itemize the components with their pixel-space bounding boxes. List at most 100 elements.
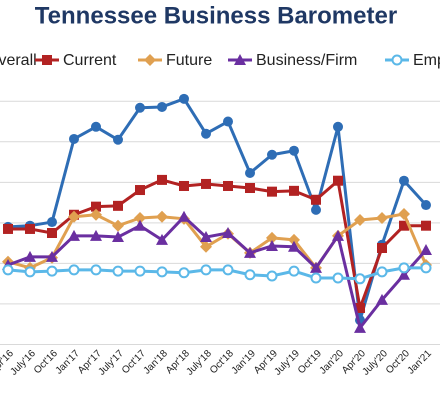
legend-label: Employment: [413, 52, 440, 69]
marker: [200, 231, 212, 243]
marker: [399, 220, 409, 231]
marker: [289, 185, 299, 196]
marker: [134, 212, 146, 225]
marker: [376, 293, 388, 305]
legend-label: Business/Firm: [256, 52, 357, 69]
marker: [332, 229, 344, 241]
marker: [420, 244, 432, 256]
series-line: [7, 97, 428, 322]
legend-item: Future: [138, 52, 212, 69]
marker: [156, 210, 168, 223]
marker: [289, 145, 299, 156]
x-tick-label: Jan'21: [406, 348, 435, 377]
marker: [398, 268, 410, 280]
legend-marker: [391, 54, 403, 66]
marker: [354, 214, 366, 227]
marker: [157, 101, 167, 112]
marker: [24, 266, 36, 278]
x-tick-label: Jan'18: [142, 348, 171, 377]
marker: [377, 242, 387, 253]
marker: [179, 93, 189, 104]
marker: [266, 231, 278, 244]
marker: [90, 264, 102, 276]
x-tick-label: July'18: [184, 348, 214, 378]
marker: [135, 102, 145, 113]
marker: [3, 223, 13, 234]
legend-label: Current: [63, 52, 117, 69]
marker: [201, 128, 211, 139]
marker: [156, 266, 168, 278]
marker: [91, 121, 101, 132]
marker: [134, 219, 146, 231]
legend-marker: [144, 54, 156, 66]
marker: [333, 121, 343, 132]
x-tick-label: Jan'19: [230, 348, 259, 377]
marker: [113, 134, 123, 145]
marker: [68, 264, 80, 276]
marker: [244, 246, 256, 258]
marker: [311, 194, 321, 205]
marker: [355, 302, 365, 313]
legend-item: Business/Firm: [228, 52, 357, 69]
marker: [288, 240, 300, 252]
x-tick-label: July'17: [96, 348, 126, 378]
marker: [46, 265, 58, 277]
marker: [200, 264, 212, 276]
marker: [376, 212, 388, 225]
marker: [112, 219, 124, 232]
marker: [178, 210, 190, 222]
marker: [179, 180, 189, 191]
marker: [68, 210, 80, 223]
legend-marker: [42, 55, 52, 65]
marker: [421, 220, 431, 231]
marker: [310, 272, 322, 284]
marker: [398, 207, 410, 220]
legend-label: Future: [166, 52, 212, 69]
marker: [112, 231, 124, 243]
x-tick-label: July'16: [8, 348, 38, 378]
marker: [47, 228, 57, 238]
marker: [200, 240, 212, 253]
marker: [223, 116, 233, 127]
marker: [266, 270, 278, 282]
marker: [201, 178, 211, 189]
marker: [25, 223, 35, 234]
marker: [244, 269, 256, 281]
marker: [68, 229, 80, 241]
legend-item: Employment: [385, 52, 440, 69]
marker: [376, 266, 388, 278]
marker: [398, 262, 410, 274]
marker: [245, 168, 255, 179]
legend-item: Current: [35, 52, 117, 69]
marker: [421, 200, 431, 211]
marker: [113, 200, 123, 211]
legend-marker: [234, 54, 246, 65]
series-line: [7, 215, 428, 330]
legend-label: Overall: [0, 52, 37, 69]
marker: [134, 265, 146, 277]
marker: [399, 175, 409, 186]
chart-title: Tennessee Business Barometer: [35, 2, 397, 29]
marker: [222, 264, 234, 276]
marker: [420, 262, 432, 274]
x-tick-label: July'20: [360, 348, 390, 378]
marker: [91, 201, 101, 212]
marker: [354, 321, 366, 333]
marker: [90, 208, 102, 221]
marker: [47, 217, 57, 228]
marker: [223, 180, 233, 191]
marker: [311, 204, 321, 215]
marker: [267, 186, 277, 197]
marker: [333, 175, 343, 186]
marker: [135, 185, 145, 196]
marker: [288, 265, 300, 277]
marker: [222, 227, 234, 238]
marker: [332, 272, 344, 284]
marker: [157, 174, 167, 185]
marker: [46, 250, 58, 262]
x-tick-label: July'19: [272, 348, 302, 378]
marker: [245, 183, 255, 194]
marker: [178, 267, 190, 279]
marker: [2, 264, 14, 276]
marker: [354, 273, 366, 285]
